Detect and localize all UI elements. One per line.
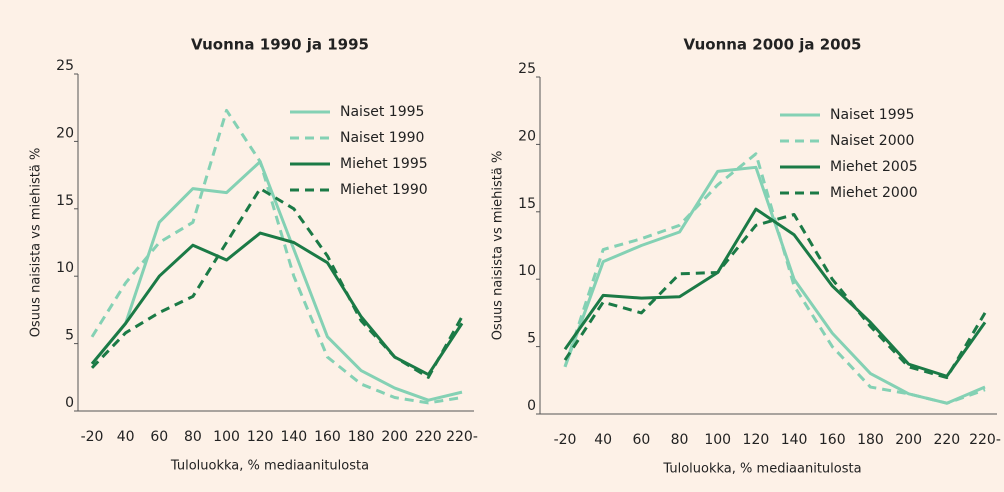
legend-label: Miehet 2000 [830, 185, 918, 201]
x-tick-label: 180 [857, 432, 884, 448]
x-tick-label: -20 [554, 432, 577, 448]
x-tick-label: 120 [247, 429, 274, 445]
x-axis-label: Tuloluokka, % mediaanitulosta [170, 459, 369, 474]
y-tick-label: 10 [518, 263, 536, 279]
y-tick-label: 20 [518, 128, 536, 144]
x-tick-label: 220 [415, 429, 442, 445]
line-series [563, 207, 987, 378]
line-series [563, 152, 986, 405]
x-tick-label: 80 [671, 432, 689, 448]
x-tick-label: 60 [632, 432, 650, 448]
x-tick-label: 80 [184, 429, 202, 445]
x-tick-label: 220 [933, 432, 960, 448]
x-tick-label: 120 [743, 432, 770, 448]
x-tick-label: 220- [446, 429, 478, 445]
line-series [90, 108, 463, 405]
line-series [90, 231, 464, 377]
x-tick-label: 160 [314, 429, 341, 445]
legend-label: Miehet 1995 [340, 156, 428, 172]
y-tick-label: 0 [527, 398, 536, 414]
legend-label: Miehet 1990 [340, 182, 428, 198]
x-tick-label: 180 [348, 429, 375, 445]
y-tick-label: 5 [65, 328, 74, 344]
x-tick-label: 140 [781, 432, 808, 448]
legend-label: Naiset 1990 [340, 130, 424, 146]
chart-title: Vuonna 1990 ja 1995 [191, 36, 369, 54]
x-tick-label: 40 [594, 432, 612, 448]
legend-label: Miehet 2005 [830, 159, 918, 175]
x-tick-label: 200 [895, 432, 922, 448]
legend-label: Naiset 1995 [340, 104, 424, 120]
x-tick-label: 40 [117, 429, 135, 445]
x-tick-label: 60 [150, 429, 168, 445]
x-tick-label: 100 [704, 432, 731, 448]
x-tick-label: 100 [213, 429, 240, 445]
y-tick-label: 15 [518, 196, 536, 212]
x-tick-label: 140 [280, 429, 307, 445]
line-series [90, 160, 463, 402]
x-tick-label: -20 [81, 429, 104, 445]
line-series [563, 212, 987, 380]
y-tick-label: 0 [65, 395, 74, 411]
y-tick-label: 25 [56, 58, 74, 74]
line-series [90, 187, 464, 379]
legend-label: Naiset 1995 [830, 107, 914, 123]
y-tick-label: 25 [518, 61, 536, 77]
y-axis-label: Osuus naisista vs miehistä % [29, 148, 44, 338]
y-tick-label: 10 [56, 260, 74, 276]
legend-label: Naiset 2000 [830, 133, 914, 149]
chart-title: Vuonna 2000 ja 2005 [684, 36, 862, 54]
x-tick-label: 160 [819, 432, 846, 448]
y-axis-label: Osuus naisista vs miehistä % [491, 151, 506, 341]
y-tick-label: 20 [56, 125, 74, 141]
x-tick-label: 200 [381, 429, 408, 445]
y-tick-label: 5 [527, 331, 536, 347]
y-tick-label: 15 [56, 193, 74, 209]
x-tick-label: 220- [969, 432, 1001, 448]
x-axis-label: Tuloluokka, % mediaanitulosta [662, 462, 861, 477]
